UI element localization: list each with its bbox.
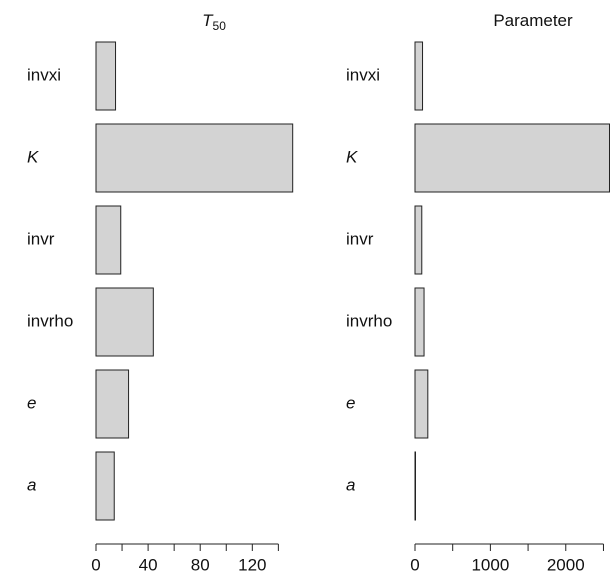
bar: [414, 123, 610, 193]
category-label: invrho: [346, 311, 392, 330]
bar: [414, 205, 423, 275]
category-label: K: [346, 147, 358, 166]
bar: [95, 369, 130, 439]
panel-title: Parameter: [493, 11, 573, 30]
panel-title: T50: [202, 11, 226, 33]
bar: [95, 205, 122, 275]
category-label: e: [346, 393, 355, 412]
category-label: invxi: [27, 65, 61, 84]
bar: [95, 287, 154, 357]
category-label: invr: [27, 229, 55, 248]
x-tick-label: 0: [410, 555, 419, 574]
bar: [414, 369, 429, 439]
bar: [414, 287, 425, 357]
bar: [414, 451, 416, 521]
bar: [95, 451, 115, 521]
title-main: T: [202, 11, 214, 30]
bar: [95, 123, 294, 193]
x-tick-label: 0: [91, 555, 100, 574]
title-main: Parameter: [493, 11, 573, 30]
title-subscript: 50: [213, 19, 227, 33]
x-tick-label: 1000: [471, 555, 509, 574]
x-tick-label: 80: [191, 555, 210, 574]
category-label: K: [27, 147, 39, 166]
category-label: invxi: [346, 65, 380, 84]
category-label: e: [27, 393, 36, 412]
category-label: a: [27, 475, 36, 494]
bar: [414, 41, 424, 111]
category-label: a: [346, 475, 355, 494]
x-tick-label: 120: [238, 555, 266, 574]
x-tick-label: 2000: [547, 555, 585, 574]
bar: [95, 41, 117, 111]
category-label: invrho: [27, 311, 73, 330]
x-tick-label: 40: [139, 555, 158, 574]
category-label: invr: [346, 229, 374, 248]
